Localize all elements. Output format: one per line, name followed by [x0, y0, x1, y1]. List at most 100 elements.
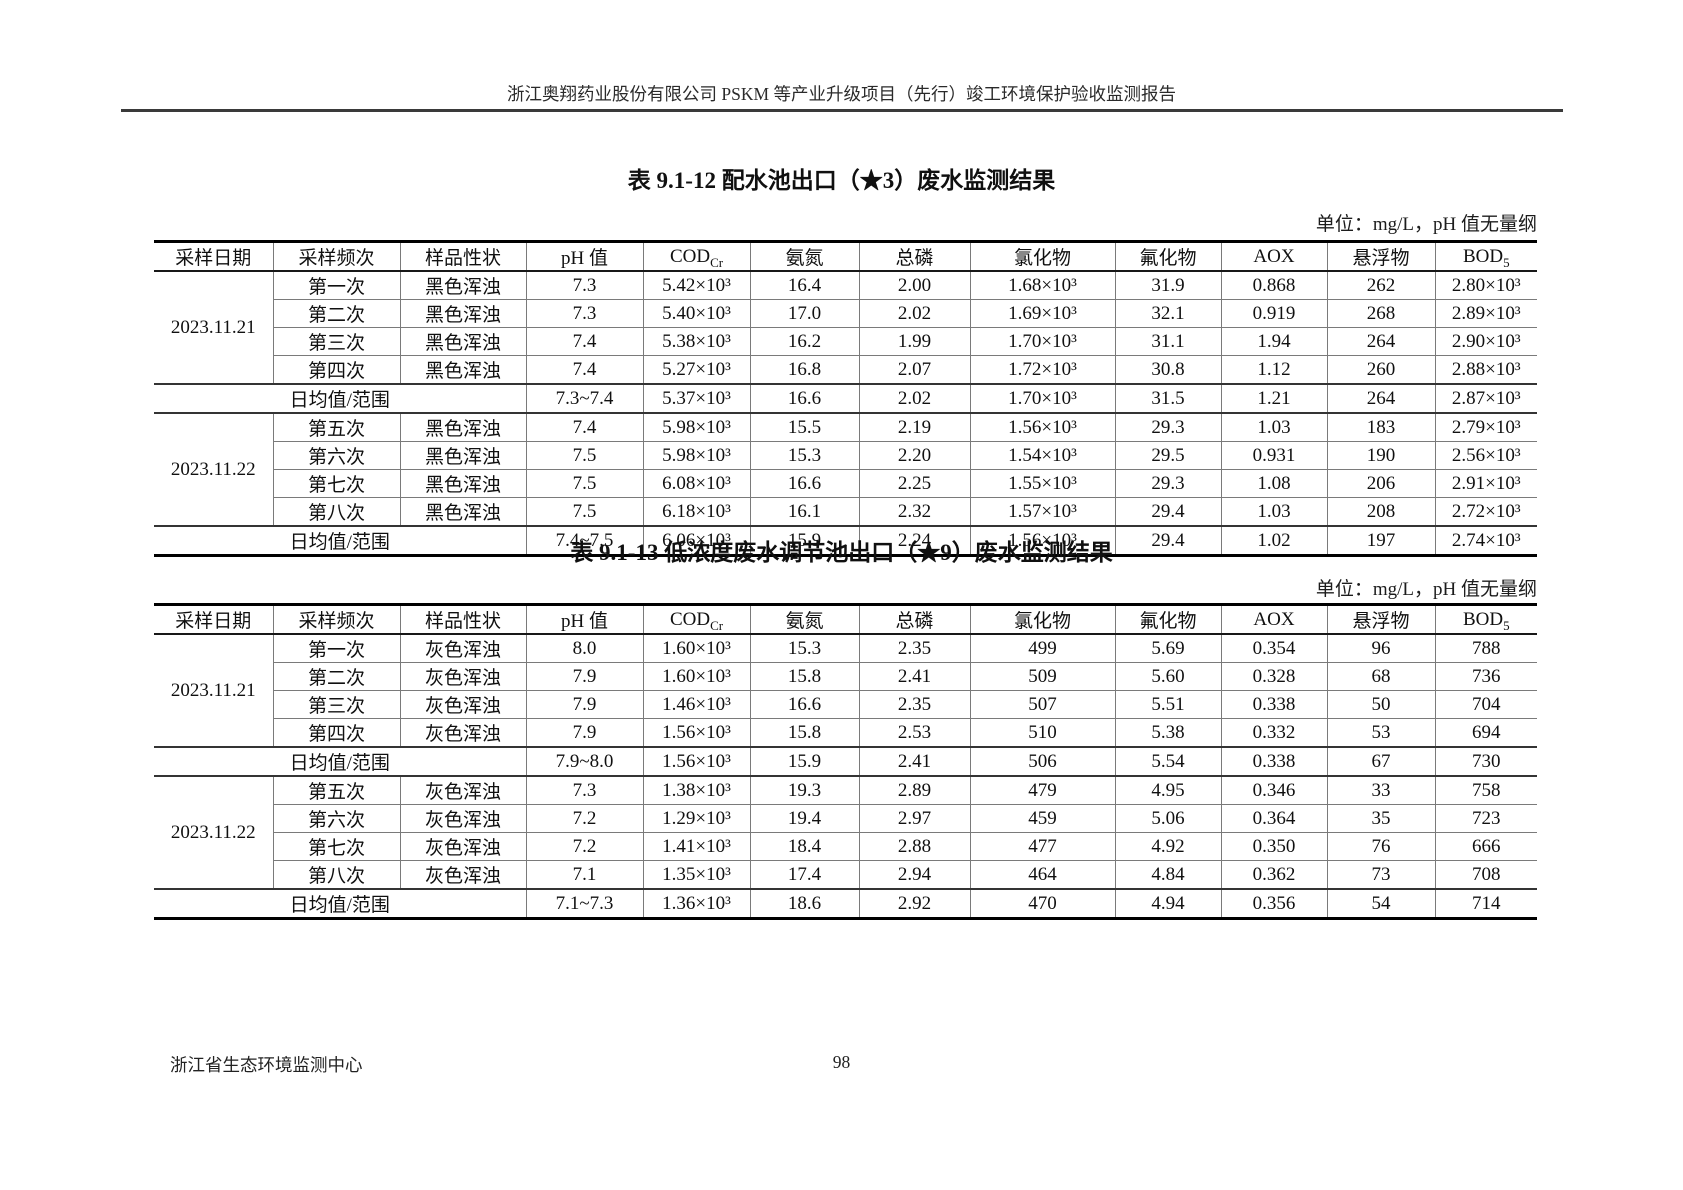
daily-average-value-cell: 714: [1434, 888, 1537, 919]
value-cell: 17.0: [749, 299, 860, 328]
column-header: AOX: [1220, 241, 1328, 272]
value-cell: 15.3: [749, 633, 860, 663]
value-cell: 2.20: [858, 441, 971, 470]
value-cell: 5.27×10³: [642, 355, 751, 385]
sample-row: 2023.11.21 第一次 黑色浑浊 7.3 5.42×10³ 16.4 2.00 1.68…: [154, 270, 1537, 385]
daily-average-value-cell: 1.70×10³: [969, 383, 1116, 414]
daily-average-value-cell: 197: [1326, 525, 1436, 556]
value-cell: 96: [1326, 633, 1436, 663]
value-cell: 2.80×10³: [1434, 270, 1537, 300]
value-cell: 2.90×10³: [1434, 327, 1537, 356]
value-cell: 15.8: [749, 718, 860, 748]
daily-average-row: 日均值/范围 7.9~8.0 1.56×10³ 15.9 2.41 506 5.54 0.33…: [154, 746, 1537, 777]
value-cell: 1.68×10³: [969, 270, 1116, 300]
column-header: 悬浮物: [1326, 241, 1436, 272]
sample-appearance-cell: 黑色浑浊: [399, 469, 527, 498]
table-header-row: 采样日期 采样频次 样品性状 pH 值 CODCr 氨氮 总磷 氯化物 氟化物 AOX 悬浮物 BOD…: [154, 604, 1537, 635]
value-cell: 0.919: [1220, 299, 1328, 328]
column-header: 氟化物: [1114, 604, 1222, 635]
daily-average-value-cell: 29.4: [1114, 525, 1222, 556]
value-cell: 4.92: [1114, 832, 1222, 861]
value-cell: 7.9: [525, 662, 644, 691]
value-cell: 16.6: [749, 469, 860, 498]
value-cell: 50: [1326, 690, 1436, 719]
sample-appearance-cell: 灰色浑浊: [399, 775, 527, 805]
value-cell: 2.00: [858, 270, 971, 300]
daily-average-value-cell: 15.9: [749, 746, 860, 777]
sample-frequency-cell: 第一次: [272, 633, 401, 663]
value-cell: 7.1: [525, 860, 644, 890]
value-cell: 7.5: [525, 441, 644, 470]
value-cell: 1.55×10³: [969, 469, 1116, 498]
value-cell: 708: [1434, 860, 1537, 890]
value-cell: 1.12: [1220, 355, 1328, 385]
sample-frequency-cell: 第四次: [273, 718, 401, 748]
value-cell: 264: [1326, 327, 1436, 356]
daily-average-value-cell: 2.74×10³: [1434, 525, 1537, 556]
value-cell: 0.362: [1220, 860, 1328, 890]
value-cell: 0.364: [1220, 804, 1328, 833]
sample-row: 第七次 灰色浑浊 7.2 1.41×10³ 18.4 2.88 477 4.92 0.350 76…: [154, 832, 1537, 861]
value-cell: 1.35×10³: [642, 860, 751, 890]
sample-appearance-cell: 黑色浑浊: [399, 441, 527, 470]
value-cell: 2.94: [858, 860, 971, 890]
value-cell: 1.60×10³: [642, 662, 751, 691]
daily-average-value-cell: 7.9~8.0: [525, 746, 644, 777]
value-cell: 7.9: [525, 718, 644, 748]
value-cell: 5.40×10³: [642, 299, 751, 328]
value-cell: 206: [1326, 469, 1436, 498]
value-cell: 0.338: [1220, 690, 1328, 719]
value-cell: 723: [1434, 804, 1537, 833]
sample-frequency-cell: 第六次: [273, 804, 401, 833]
column-header: 悬浮物: [1326, 604, 1436, 635]
sample-row: 第六次 灰色浑浊 7.2 1.29×10³ 19.4 2.97 459 5.06 0.364 35…: [154, 804, 1537, 833]
value-cell: 68: [1326, 662, 1436, 691]
value-cell: 2.25: [858, 469, 971, 498]
daily-average-value-cell: 264: [1326, 383, 1436, 414]
value-cell: 2.35: [858, 633, 971, 663]
value-cell: 464: [969, 860, 1116, 890]
value-cell: 0.868: [1220, 270, 1328, 300]
daily-average-value-cell: 1.36×10³: [642, 888, 751, 919]
value-cell: 2.41: [858, 662, 971, 691]
sample-appearance-cell: 黑色浑浊: [399, 412, 527, 442]
daily-average-value-cell: 2.41: [858, 746, 971, 777]
value-cell: 1.56×10³: [642, 718, 751, 748]
column-header: 采样日期: [154, 604, 274, 635]
sample-frequency-cell: 第三次: [273, 690, 401, 719]
value-cell: 499: [969, 633, 1116, 663]
value-cell: 477: [969, 832, 1116, 861]
value-cell: 208: [1326, 497, 1436, 527]
value-cell: 5.98×10³: [642, 412, 751, 442]
value-cell: 31.1: [1114, 327, 1222, 356]
sample-frequency-cell: 第七次: [273, 832, 401, 861]
sample-appearance-cell: 黑色浑浊: [399, 299, 527, 328]
value-cell: 2.88: [858, 832, 971, 861]
value-cell: 5.38×10³: [642, 327, 751, 356]
column-header: BOD5: [1434, 604, 1537, 635]
sample-frequency-cell: 第二次: [273, 662, 401, 691]
value-cell: 0.332: [1220, 718, 1328, 748]
sample-frequency-cell: 第八次: [273, 497, 401, 527]
table-2-title: 表 9.1-13 低浓度废水调节池出口（★9）废水监测结果: [570, 540, 1113, 565]
value-cell: 1.41×10³: [642, 832, 751, 861]
sample-appearance-cell: 灰色浑浊: [399, 633, 527, 663]
value-cell: 2.56×10³: [1434, 441, 1537, 470]
value-cell: 17.4: [749, 860, 860, 890]
sample-appearance-cell: 灰色浑浊: [399, 690, 527, 719]
daily-average-value-cell: 7.1~7.3: [525, 888, 644, 919]
value-cell: 5.51: [1114, 690, 1222, 719]
value-cell: 33: [1326, 775, 1436, 805]
value-cell: 53: [1326, 718, 1436, 748]
value-cell: 32.1: [1114, 299, 1222, 328]
value-cell: 1.46×10³: [642, 690, 751, 719]
value-cell: 76: [1326, 832, 1436, 861]
value-cell: 15.5: [749, 412, 860, 442]
value-cell: 7.9: [525, 690, 644, 719]
column-header: 氯化物: [969, 241, 1116, 272]
value-cell: 2.35: [858, 690, 971, 719]
sample-appearance-cell: 灰色浑浊: [399, 860, 527, 890]
sample-row: 第二次 灰色浑浊 7.9 1.60×10³ 15.8 2.41 509 5.60 0.328 68…: [154, 662, 1537, 691]
value-cell: 2.88×10³: [1434, 355, 1537, 385]
value-cell: 260: [1326, 355, 1436, 385]
